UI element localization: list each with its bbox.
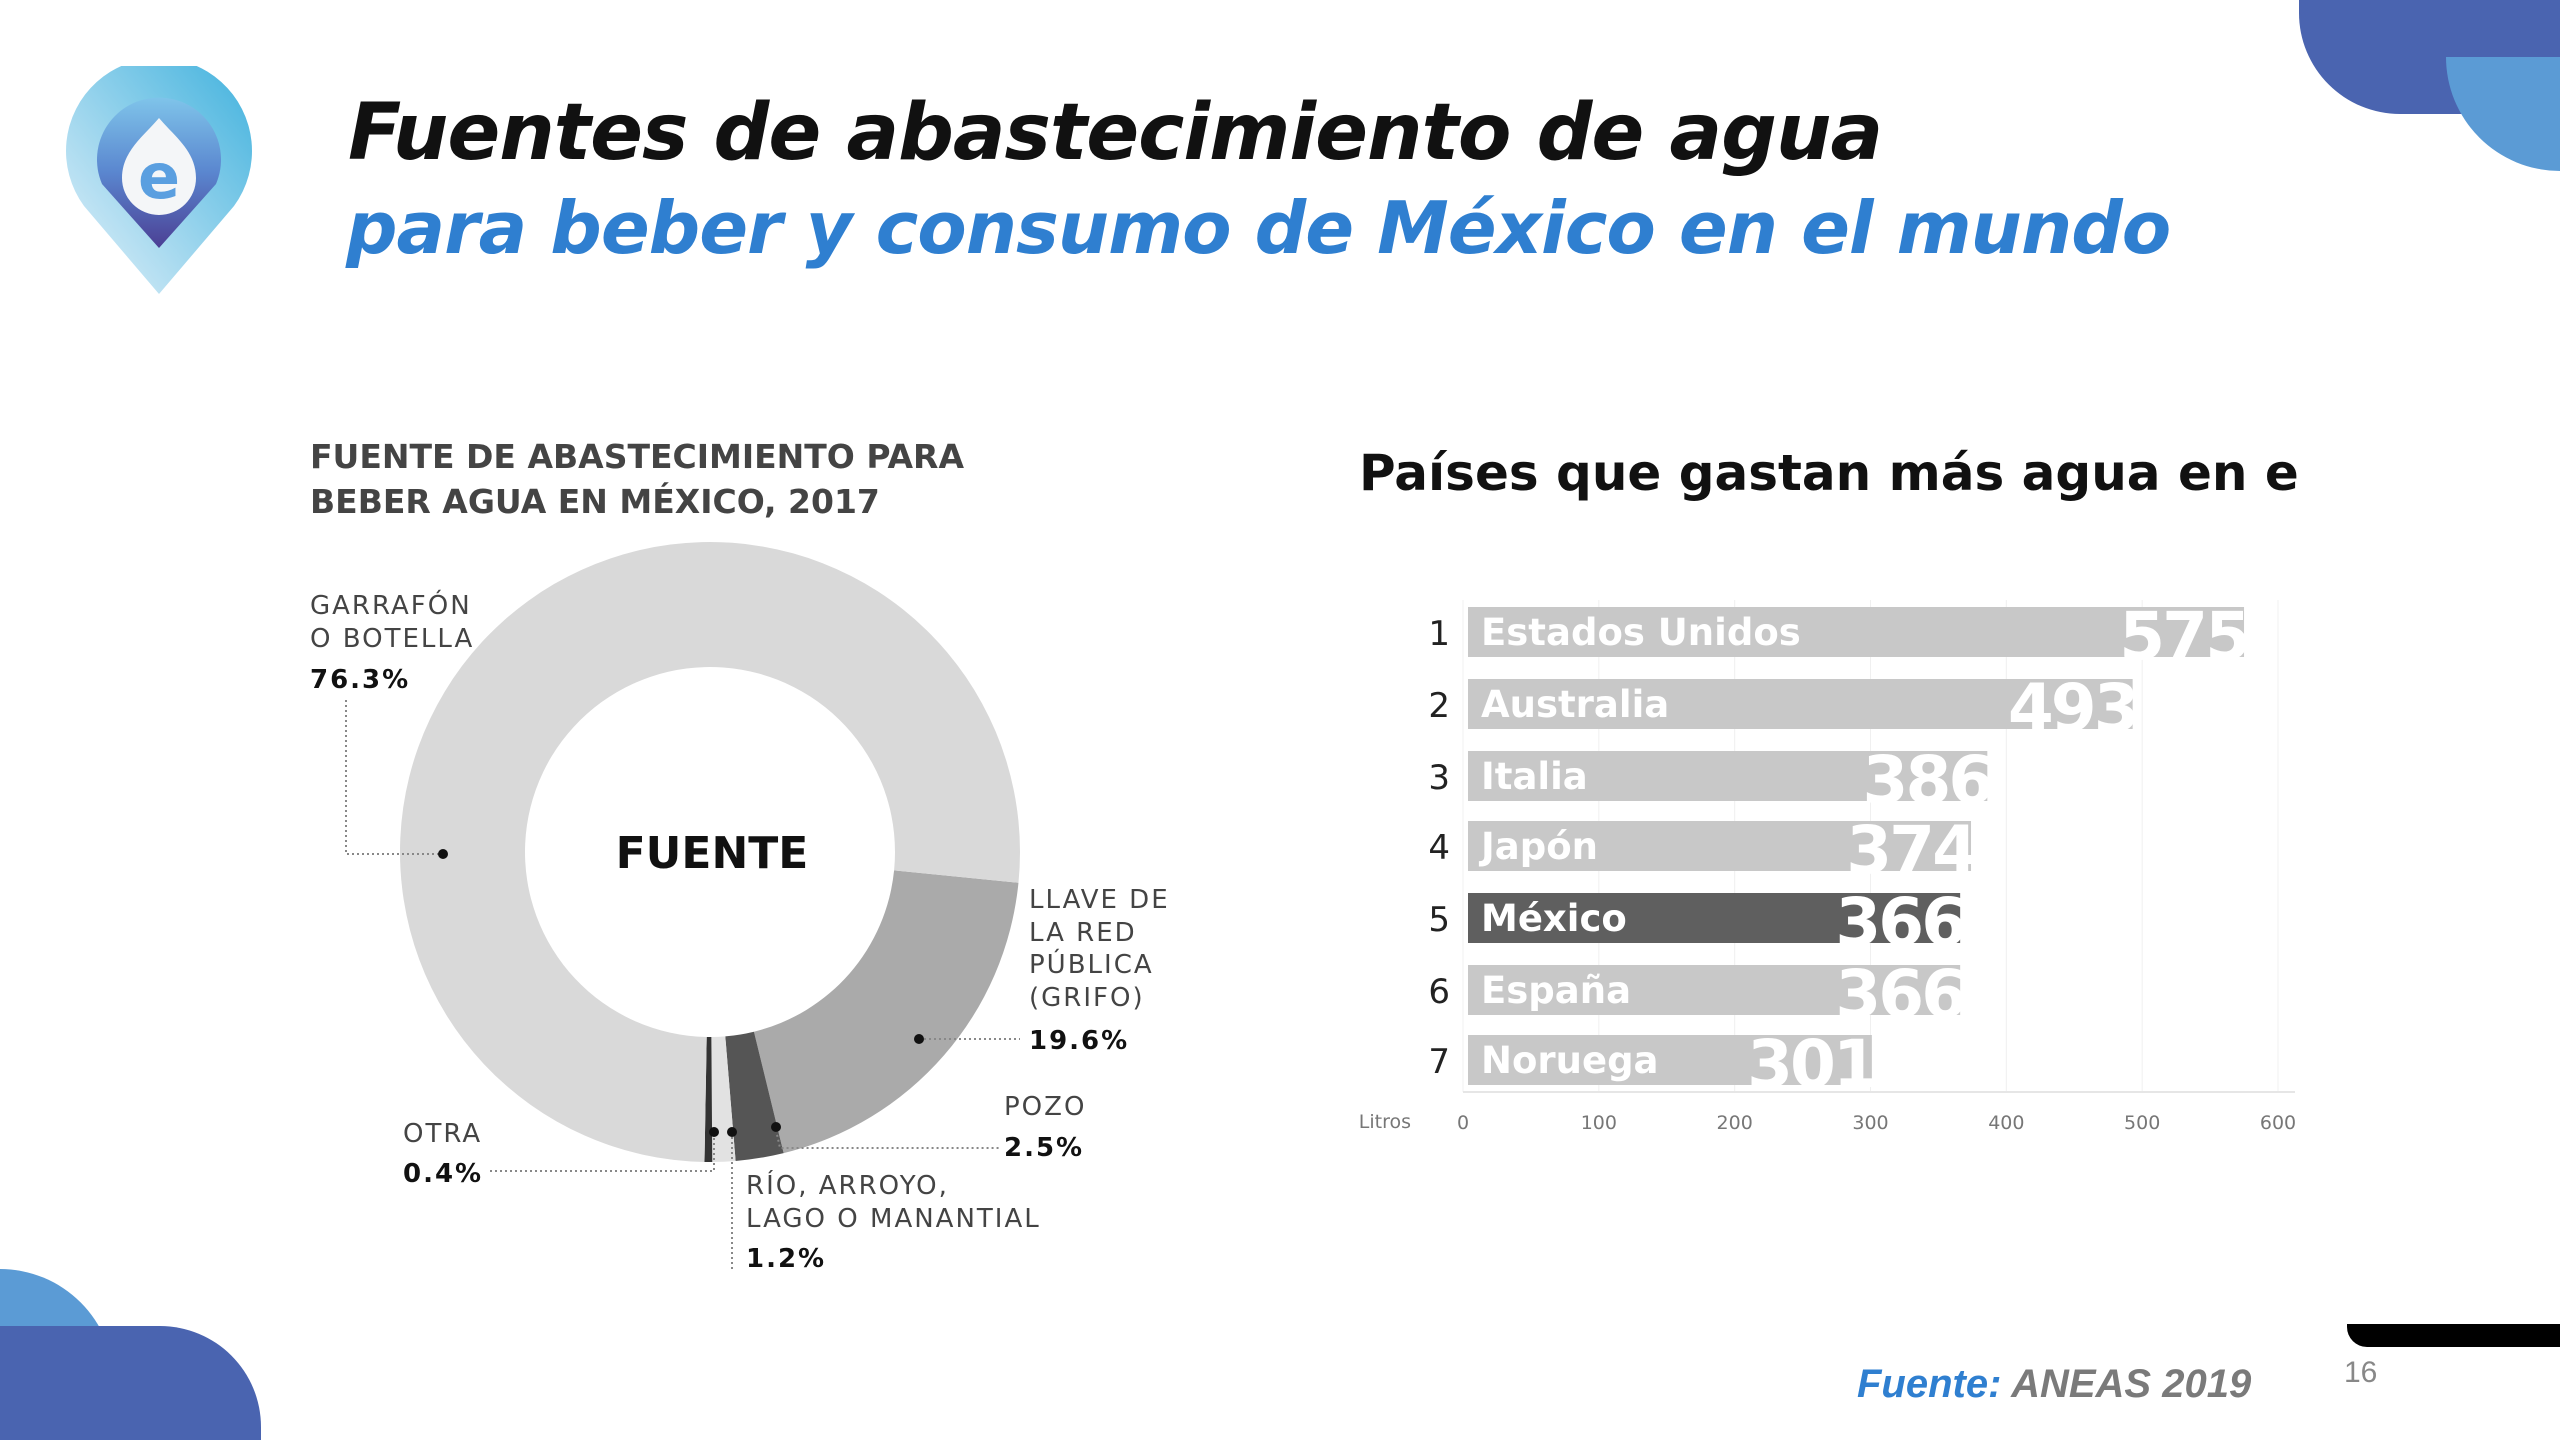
corner-decoration-bottom-left [0, 1269, 261, 1440]
x-tick-label: 200 [1717, 1112, 1753, 1134]
bar-value-label: 301 [1747, 1026, 1876, 1103]
bar [1468, 679, 2133, 729]
bar-row: 6 España 366 [1428, 956, 1967, 1033]
source-note: Fuente: ANEAS 2019 [1857, 1362, 2251, 1407]
bar-value-label: 366 [1835, 956, 1964, 1033]
page-subtitle: para beber y consumo de México en el mun… [346, 186, 2171, 270]
page-number: 16 [2344, 1356, 2378, 1389]
donut-title-line1: FUENTE DE ABASTECIMIENTO PARA [310, 437, 964, 476]
value-rio: 1.2% [746, 1244, 826, 1274]
bar-value-label: 366 [1835, 884, 1964, 961]
rank-label: 4 [1428, 828, 1450, 868]
x-tick-label: 0 [1457, 1112, 1469, 1134]
x-tick-label: 500 [2124, 1112, 2160, 1134]
bar-value-label: 374 [1846, 812, 1975, 889]
x-tick-label: 100 [1581, 1112, 1617, 1134]
bar [1468, 893, 1961, 943]
bar [1468, 821, 1972, 871]
logo-icon: e [66, 66, 252, 294]
rank-label: 3 [1428, 758, 1450, 798]
donut-slice-1 [725, 1031, 784, 1161]
value-pozo: 2.5% [1004, 1133, 1084, 1163]
svg-text:e: e [138, 140, 180, 213]
bar-row: 4 Japón 374 [1428, 812, 1978, 889]
bar-category-label: Estados Unidos [1481, 611, 1801, 654]
donut-chart: FUENTE DE ABASTECIMIENTO PARA BEBER AGUA… [310, 437, 1170, 1274]
bar-category-label: España [1481, 969, 1631, 1012]
label-otra: OTRA [403, 1119, 482, 1149]
label-garrafon-2: O BOTELLA [310, 624, 474, 654]
value-garrafon: 76.3% [310, 665, 410, 695]
bar-category-label: Australia [1481, 683, 1669, 726]
rank-label: 2 [1428, 686, 1450, 726]
donut-center-label: FUENTE [616, 828, 809, 879]
label-garrafon-1: GARRAFÓN [310, 589, 472, 621]
label-llave-1: LLAVE DE [1029, 885, 1170, 915]
value-llave: 19.6% [1029, 1026, 1129, 1056]
rank-label: 7 [1428, 1042, 1450, 1082]
bar-chart-title: Países que gastan más agua en el mundo [1359, 444, 2300, 502]
bar-category-label: Japón [1478, 825, 1598, 868]
rank-label: 1 [1428, 614, 1450, 654]
bar-category-label: México [1481, 897, 1627, 940]
bar-category-label: Italia [1481, 755, 1588, 798]
source-label: Fuente: [1857, 1362, 2002, 1406]
bar-row: 2 Australia 493 [1428, 670, 2139, 747]
source-value: ANEAS 2019 [2011, 1362, 2252, 1406]
bar [1468, 965, 1961, 1015]
page-title: Fuentes de abastecimiento de agua [348, 88, 1883, 178]
bar-value-label: 575 [2119, 598, 2248, 675]
bar [1468, 607, 2245, 657]
bar-chart: Países que gastan más agua en el mundo 1… [1359, 444, 2300, 1134]
donut-slice-4 [399, 542, 1020, 1162]
bar-row: 1 Estados Unidos 575 [1428, 598, 2251, 675]
leader-lines [345, 700, 1020, 1270]
footer-bar [2347, 1324, 2560, 1347]
value-otra: 0.4% [403, 1159, 483, 1189]
label-llave-3: PÚBLICA [1029, 948, 1154, 980]
leader-dots [438, 849, 924, 1137]
donut-title-line2: BEBER AGUA EN MÉXICO, 2017 [310, 481, 880, 521]
bar-row: 5 México 366 [1428, 884, 1967, 961]
x-axis-label: Litros [1359, 1111, 1411, 1133]
label-pozo: POZO [1004, 1092, 1086, 1122]
label-llave-4: (GRIFO) [1029, 983, 1145, 1013]
label-llave-2: LA RED [1029, 918, 1137, 948]
rank-label: 5 [1428, 900, 1450, 940]
x-tick-label: 300 [1852, 1112, 1888, 1134]
label-rio-2: LAGO O MANANTIAL [746, 1204, 1041, 1234]
corner-decoration-top-right [2299, 0, 2560, 171]
bar-category-label: Noruega [1481, 1039, 1659, 1082]
bar [1468, 751, 1988, 801]
bar [1468, 1035, 1872, 1085]
bar-row: 7 Noruega 301 [1428, 1026, 1878, 1103]
donut-slice-0 [753, 870, 1019, 1154]
x-tick-label: 400 [1988, 1112, 2024, 1134]
x-tick-label: 600 [2260, 1112, 2296, 1134]
rank-label: 6 [1428, 972, 1450, 1012]
bar-value-label: 493 [2008, 670, 2137, 747]
bar-row: 3 Italia 386 [1428, 742, 1994, 819]
bar-value-label: 386 [1863, 742, 1992, 819]
label-rio-1: RÍO, ARROYO, [746, 1169, 949, 1201]
